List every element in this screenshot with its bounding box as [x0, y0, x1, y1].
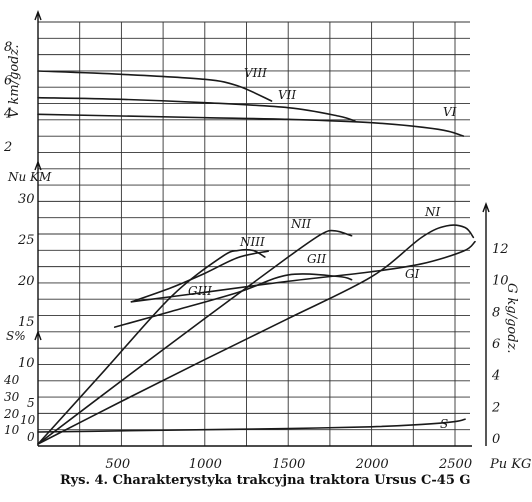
power-tick-label: 10 — [18, 356, 35, 371]
figure-caption: Rys. 4. Charakterystyka trakcyjna trakto… — [60, 473, 471, 488]
series-s-curve — [37, 418, 466, 433]
series-giii-curve — [130, 250, 269, 303]
slip-small-tick-label: 10 — [20, 413, 36, 427]
fuel-tick-label: 4 — [491, 369, 500, 384]
series-label: GII — [307, 252, 326, 266]
slip-tick-label: 30 — [4, 390, 20, 404]
slip-tick-label: 40 — [3, 373, 20, 387]
axes — [34, 10, 490, 447]
series-gii-curve — [113, 273, 353, 328]
series-label: NI — [424, 205, 441, 219]
slip-tick-label: 20 — [3, 407, 20, 421]
series-vii-curve — [37, 96, 356, 122]
fuel-tick-label: 6 — [492, 337, 500, 352]
power-axis-arrow — [34, 160, 42, 171]
series-gi-curve — [130, 240, 476, 303]
series-label: VII — [278, 88, 296, 102]
series-label: S — [440, 417, 448, 431]
series-label: NII — [290, 217, 311, 231]
fuel-axis-label: G kg/godz. — [504, 283, 519, 354]
x-axis-label: Pu KG — [489, 457, 531, 472]
slip-axis-arrow — [34, 330, 42, 341]
x-tick-label: 500 — [105, 457, 130, 472]
x-tick-label: 1500 — [272, 457, 305, 472]
series-niii-curve — [37, 248, 266, 445]
power-tick-label: 30 — [18, 192, 35, 207]
series-vi-curve — [37, 113, 465, 137]
power-tick-label: 20 — [17, 274, 35, 289]
slip-tick-label: 10 — [4, 423, 20, 437]
power-axis-label: Nu KM — [7, 170, 52, 184]
series-label: GIII — [188, 284, 212, 298]
speed-tick-label: 6 — [4, 73, 12, 88]
slip-small-tick-label: 5 — [27, 396, 35, 410]
x-tick-label: 2500 — [438, 457, 472, 472]
speed-tick-label: 8 — [4, 40, 12, 55]
x-tick-label: 1000 — [189, 457, 222, 472]
series-viii-curve — [37, 70, 273, 102]
left-axis-arrow — [34, 10, 42, 21]
curves — [37, 70, 476, 445]
speed-tick-label: 4 — [3, 107, 12, 122]
series-ni-curve — [37, 224, 475, 445]
power-tick-label: 25 — [17, 233, 35, 248]
slip-small-tick-label: 0 — [27, 430, 35, 444]
fuel-tick-label: 8 — [492, 305, 500, 320]
slip-axis-label: S% — [6, 329, 26, 343]
grid — [38, 21, 470, 446]
speed-tick-label: 2 — [3, 140, 12, 155]
fuel-tick-label: 2 — [491, 400, 500, 415]
series-nii-curve — [37, 229, 353, 445]
series-label: NIII — [239, 235, 265, 249]
fuel-tick-label: 0 — [492, 432, 500, 447]
fuel-tick-label: 10 — [492, 274, 509, 289]
right-axis-arrow — [482, 202, 490, 213]
series-label: VI — [443, 105, 457, 119]
speed-axis-label: V km/godz. — [7, 44, 22, 118]
power-tick-label: 15 — [18, 315, 35, 330]
x-tick-label: 2000 — [355, 457, 389, 472]
series-label: GI — [405, 267, 420, 281]
series-label: VIII — [244, 66, 267, 80]
fuel-tick-label: 12 — [492, 242, 509, 257]
